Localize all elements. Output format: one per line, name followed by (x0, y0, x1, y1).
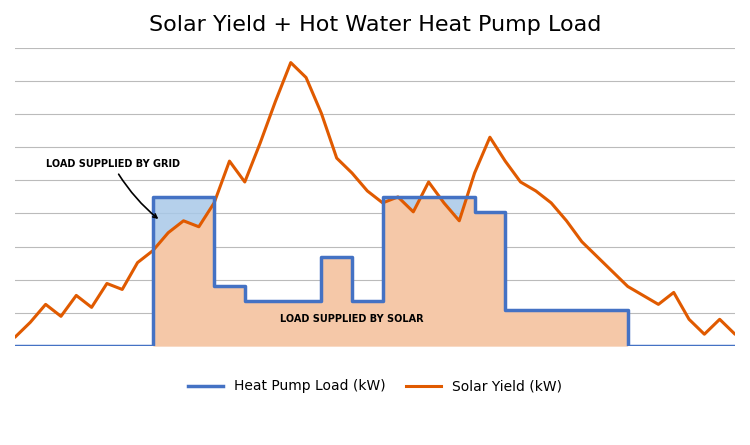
Solar Yield (kW) (347, 170, 356, 176)
Heat Pump Load (kW) (347, 254, 356, 259)
Solar Yield (kW) (256, 141, 265, 146)
Solar Yield (kW) (225, 158, 234, 164)
Solar Yield (kW) (623, 284, 632, 289)
Heat Pump Load (kW) (148, 344, 158, 349)
Heat Pump Load (kW) (623, 344, 632, 349)
Solar Yield (kW) (210, 200, 219, 206)
Solar Yield (kW) (531, 188, 540, 194)
Solar Yield (kW) (194, 224, 203, 230)
Heat Pump Load (kW) (317, 299, 326, 304)
Heat Pump Load (kW) (378, 194, 387, 200)
Solar Yield (kW) (638, 293, 647, 298)
Solar Yield (kW) (133, 260, 142, 265)
Heat Pump Load (kW) (501, 307, 510, 313)
Heat Pump Load (kW) (10, 344, 20, 349)
Solar Yield (kW) (470, 170, 479, 176)
Solar Yield (kW) (654, 302, 663, 307)
Heat Pump Load (kW) (501, 209, 510, 214)
Solar Yield (kW) (394, 194, 403, 200)
Solar Yield (kW) (516, 179, 525, 185)
Solar Yield (kW) (485, 134, 494, 140)
Solar Yield (kW) (440, 200, 448, 206)
Heat Pump Load (kW) (210, 284, 219, 289)
Text: LOAD SUPPLIED BY SOLAR: LOAD SUPPLIED BY SOLAR (280, 314, 424, 324)
Heat Pump Load (kW) (210, 194, 219, 200)
Solar Yield (kW) (562, 218, 571, 223)
Solar Yield (kW) (363, 188, 372, 194)
Solar Yield (kW) (378, 200, 387, 206)
Heat Pump Load (kW) (623, 307, 632, 313)
Solar Yield (kW) (87, 305, 96, 310)
Heat Pump Load (kW) (148, 194, 158, 200)
Solar Yield (kW) (10, 335, 20, 340)
Solar Yield (kW) (716, 317, 724, 322)
Heat Pump Load (kW) (240, 284, 249, 289)
Solar Yield (kW) (240, 179, 249, 185)
Solar Yield (kW) (72, 293, 81, 298)
Heat Pump Load (kW) (378, 299, 387, 304)
Solar Yield (kW) (164, 230, 172, 235)
Solar Yield (kW) (271, 99, 280, 104)
Line: Solar Yield (kW): Solar Yield (kW) (15, 63, 735, 337)
Solar Yield (kW) (41, 302, 50, 307)
Solar Yield (kW) (148, 248, 158, 253)
Solar Yield (kW) (332, 155, 341, 161)
Solar Yield (kW) (454, 218, 464, 223)
Solar Yield (kW) (700, 332, 709, 337)
Line: Heat Pump Load (kW): Heat Pump Load (kW) (15, 197, 735, 346)
Solar Yield (kW) (26, 320, 34, 325)
Solar Yield (kW) (608, 269, 617, 274)
Solar Yield (kW) (547, 200, 556, 206)
Solar Yield (kW) (424, 179, 433, 185)
Solar Yield (kW) (317, 111, 326, 116)
Solar Yield (kW) (302, 75, 310, 80)
Heat Pump Load (kW) (470, 209, 479, 214)
Solar Yield (kW) (56, 314, 65, 319)
Legend: Heat Pump Load (kW), Solar Yield (kW): Heat Pump Load (kW), Solar Yield (kW) (182, 374, 568, 399)
Solar Yield (kW) (118, 287, 127, 292)
Solar Yield (kW) (103, 281, 112, 286)
Solar Yield (kW) (501, 158, 510, 164)
Heat Pump Load (kW) (317, 254, 326, 259)
Solar Yield (kW) (179, 218, 188, 223)
Solar Yield (kW) (685, 317, 694, 322)
Solar Yield (kW) (592, 254, 602, 259)
Solar Yield (kW) (578, 239, 586, 244)
Solar Yield (kW) (730, 332, 740, 337)
Text: LOAD SUPPLIED BY GRID: LOAD SUPPLIED BY GRID (46, 159, 180, 218)
Solar Yield (kW) (669, 290, 678, 295)
Heat Pump Load (kW) (240, 299, 249, 304)
Heat Pump Load (kW) (730, 344, 740, 349)
Heat Pump Load (kW) (347, 299, 356, 304)
Solar Yield (kW) (409, 209, 418, 214)
Heat Pump Load (kW) (470, 194, 479, 200)
Title: Solar Yield + Hot Water Heat Pump Load: Solar Yield + Hot Water Heat Pump Load (148, 15, 602, 35)
Solar Yield (kW) (286, 60, 296, 65)
